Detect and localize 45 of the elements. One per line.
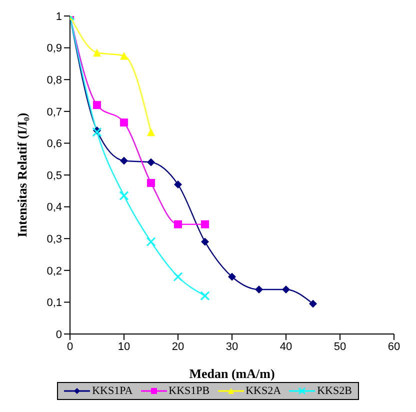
point — [282, 285, 290, 294]
legend-label: KKS1PB — [168, 385, 210, 397]
x-tick-label: 60 — [388, 340, 400, 353]
x-tick-label: 30 — [226, 340, 238, 353]
point — [200, 291, 210, 301]
y-axis-title: Intensitas Relatif (I/I₀) — [14, 112, 30, 238]
point — [173, 272, 183, 282]
point — [309, 300, 317, 308]
x-tick-label: 20 — [172, 340, 184, 353]
point — [228, 272, 236, 281]
y-tick-label: 0,2 — [46, 265, 62, 278]
y-tick-label: 0,1 — [46, 297, 62, 310]
point — [119, 190, 129, 200]
point — [92, 127, 102, 137]
point — [146, 237, 156, 247]
y-tick-label: 0,6 — [46, 138, 62, 150]
legend-label: KKS2A — [244, 385, 282, 397]
x-tick-label: 40 — [280, 340, 292, 353]
legend-label: KKS1PA — [91, 385, 133, 397]
y-tick-label: 0,4 — [46, 202, 62, 214]
x-tick-label: 0 — [66, 340, 74, 353]
point — [120, 118, 128, 127]
y-tick-label: 0,9 — [46, 42, 62, 55]
x-axis-title: Medan (mA/m) — [189, 366, 275, 381]
point — [147, 128, 155, 136]
point — [174, 180, 182, 189]
point — [147, 178, 155, 187]
y-tick-label: 0 — [56, 328, 62, 341]
point — [201, 220, 209, 228]
point — [93, 48, 101, 57]
point — [120, 156, 128, 165]
x-tick-label: 10 — [118, 340, 130, 353]
legend-label: KKS2B — [316, 385, 352, 397]
y-tick-label: 0,5 — [46, 170, 62, 182]
y-tick-label: 1 — [56, 10, 62, 23]
point — [93, 101, 101, 110]
x-tick-label: 50 — [334, 340, 346, 353]
y-tick-label: 0,3 — [46, 234, 62, 246]
point — [147, 158, 155, 166]
point — [174, 220, 182, 228]
point — [201, 238, 209, 246]
point — [255, 285, 263, 294]
y-tick-label: 0,8 — [46, 74, 62, 87]
y-tick-label: 0,7 — [46, 106, 62, 118]
point — [120, 52, 128, 60]
